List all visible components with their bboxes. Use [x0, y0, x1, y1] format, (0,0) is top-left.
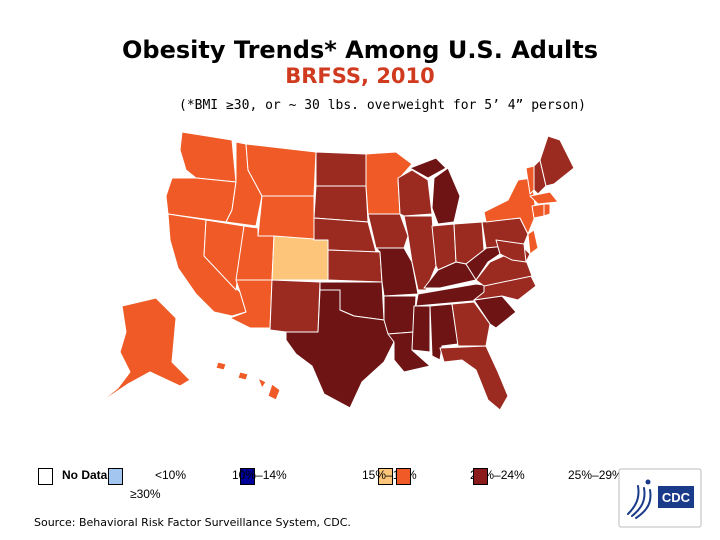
legend-label-25-29: 25%–29% — [568, 468, 623, 482]
legend-label-no-data: No Data — [62, 468, 108, 482]
cdc-logo-text: CDC — [662, 490, 691, 505]
state-massachusetts — [529, 191, 559, 205]
legend-swatch-20-24 — [396, 468, 411, 485]
state-washington — [179, 131, 237, 183]
legend-swatch-10-14 — [240, 468, 255, 485]
state-iowa — [367, 213, 409, 249]
state-arkansas — [383, 295, 417, 335]
state-new-mexico — [269, 279, 321, 333]
bmi-note: (*BMI ≥30, or ~ 30 lbs. overweight for 5… — [179, 98, 586, 113]
state-michigan — [409, 157, 461, 225]
legend-swatch-25-29 — [473, 468, 488, 485]
cdc-logo: CDC — [618, 468, 702, 528]
state-maine — [539, 135, 575, 187]
state-new-hampshire — [533, 159, 547, 195]
state-hawaii — [215, 361, 281, 401]
us-obesity-map — [97, 131, 575, 411]
state-illinois — [403, 215, 437, 291]
hhs-eagle-icon — [627, 479, 652, 519]
state-alaska — [97, 297, 191, 405]
legend-swatch-no-data — [38, 468, 53, 485]
state-colorado — [271, 235, 329, 281]
legend: No Data <10% 10%–14% 15%–19% 20%–24% 25%… — [0, 460, 720, 501]
legend-label-10-14: 10%–14% — [232, 468, 287, 482]
state-georgia — [451, 301, 491, 347]
state-connecticut — [531, 203, 545, 219]
state-north-dakota — [315, 151, 367, 187]
source-note: Source: Behavioral Risk Factor Surveilla… — [34, 516, 351, 529]
state-rhode-island — [543, 203, 551, 217]
state-missouri — [375, 247, 419, 297]
state-wyoming — [257, 195, 315, 241]
state-new-jersey — [527, 229, 539, 255]
state-maryland — [495, 239, 527, 263]
state-texas — [285, 289, 395, 409]
legend-swatch-15-19 — [378, 468, 393, 485]
state-mississippi — [411, 305, 431, 353]
state-south-dakota — [313, 185, 369, 223]
legend-label-under-10: <10% — [155, 468, 187, 482]
state-florida — [439, 345, 509, 411]
state-wisconsin — [397, 169, 433, 217]
page-subtitle: BRFSS, 2010 — [285, 64, 435, 88]
legend-label-30-plus: ≥30% — [130, 487, 161, 501]
page-title: Obesity Trends* Among U.S. Adults — [121, 36, 599, 64]
state-nevada — [203, 219, 245, 291]
state-kansas — [327, 249, 383, 283]
legend-swatch-under-10 — [108, 468, 123, 485]
